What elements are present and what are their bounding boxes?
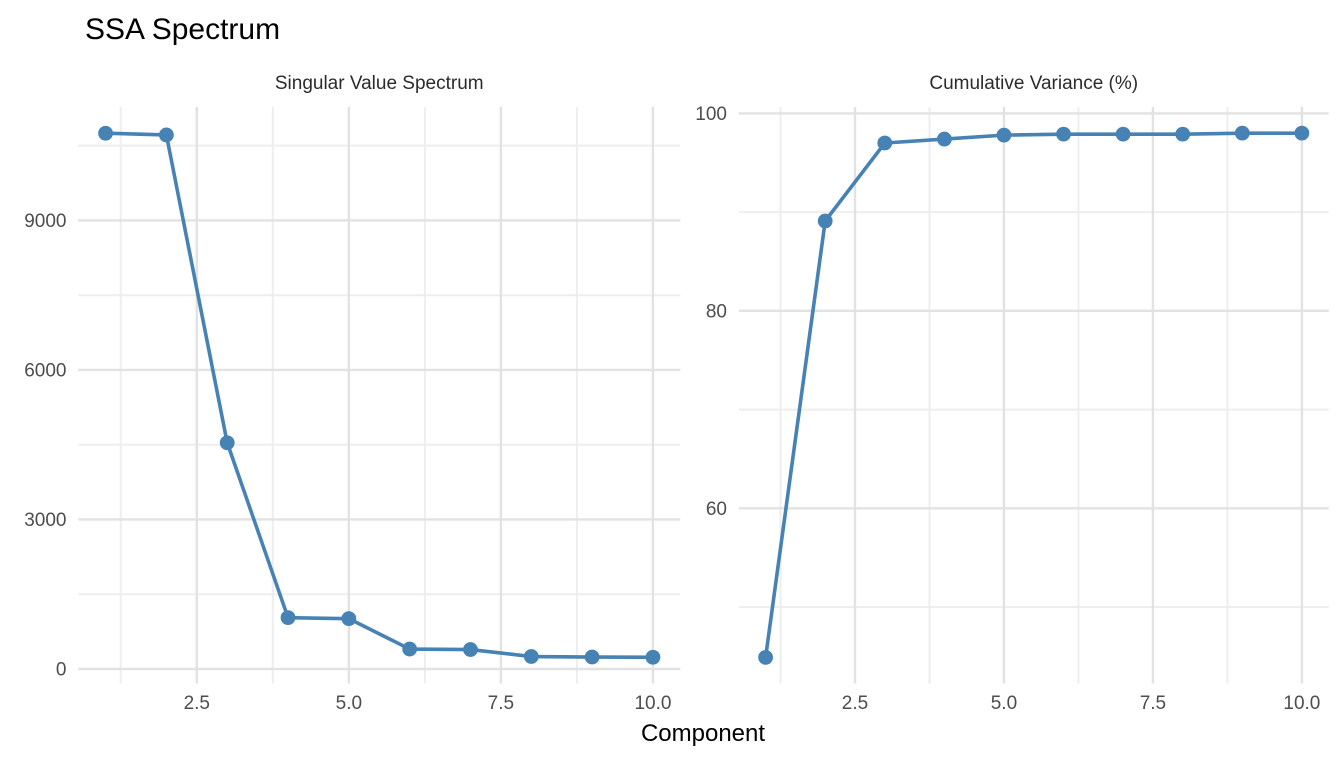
y-tick-label: 3000: [24, 510, 66, 531]
y-tick-label: 60: [706, 499, 727, 520]
data-point: [1175, 126, 1191, 142]
panel-title: Singular Value Spectrum: [275, 73, 484, 94]
x-tick-label: 10.0: [1283, 693, 1320, 714]
data-point: [1234, 125, 1250, 141]
x-tick-label: 7.5: [1140, 693, 1166, 714]
data-point: [98, 125, 113, 141]
data-point: [758, 649, 774, 665]
data-point: [219, 435, 235, 451]
data-point: [877, 135, 893, 151]
data-point: [1115, 126, 1131, 142]
x-tick-label: 5.0: [991, 693, 1017, 714]
x-tick-label: 7.5: [488, 693, 514, 714]
x-tick-label: 2.5: [184, 693, 210, 714]
y-tick-label: 0: [56, 659, 67, 680]
x-tick-label: 5.0: [336, 693, 362, 714]
panel-cumulative-variance: 2.5 5.0 7.5 10.0 60 80 100 Cumulative Variance …: [695, 73, 1329, 714]
data-point: [936, 131, 952, 147]
panels-group: 2.5 5.0 7.5 10.0 0 3000 6000 9000 Singular Value…: [24, 73, 1329, 714]
series-line: [763, 131, 1304, 660]
data-point: [341, 611, 357, 627]
data-point: [158, 127, 174, 143]
series-line: [103, 131, 655, 660]
data-point: [996, 127, 1012, 143]
data-point: [280, 610, 296, 626]
y-tick-label: 6000: [24, 360, 66, 381]
figure-title: SSA Spectrum: [85, 13, 280, 46]
panel-singular-value-spectrum: 2.5 5.0 7.5 10.0 0 3000 6000 9000 Singular Value…: [24, 73, 681, 714]
data-point: [523, 649, 539, 664]
data-point: [1056, 126, 1071, 142]
data-point: [402, 641, 418, 657]
panel-title: Cumulative Variance (%): [929, 73, 1138, 94]
y-tick-label: 9000: [24, 211, 66, 232]
data-point: [584, 649, 600, 665]
x-tick-label: 2.5: [842, 693, 868, 714]
y-tick-label: 100: [695, 104, 727, 125]
data-point: [645, 649, 661, 665]
data-point: [463, 642, 478, 657]
y-tick-label: 80: [706, 301, 727, 322]
x-tick-label: 10.0: [634, 693, 671, 714]
data-point: [1294, 125, 1310, 141]
x-axis-title: Component: [641, 720, 765, 747]
data-point: [817, 213, 833, 229]
